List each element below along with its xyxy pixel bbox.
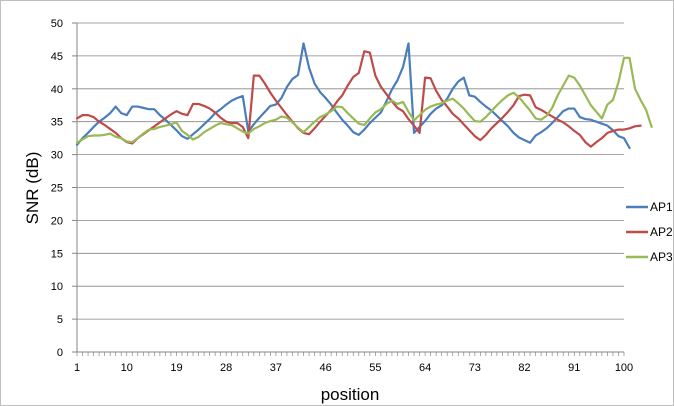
x-tick-label-100: 100 <box>615 362 633 374</box>
series-line-ap1 <box>75 42 631 150</box>
legend-label-ap2: AP2 <box>650 225 673 239</box>
gridlines <box>77 22 624 320</box>
y-tick-label-20: 20 <box>51 215 63 227</box>
y-tick-label-10: 10 <box>51 281 63 293</box>
x-tick-label-28: 28 <box>220 362 232 374</box>
x-tick-labels: 1 10 19 28 37 46 55 64 73 82 91 100 <box>74 362 633 374</box>
y-tick-label-30: 30 <box>51 150 63 162</box>
x-tick-label-91: 91 <box>568 362 580 374</box>
series-lines <box>75 42 653 150</box>
x-tick-label-19: 19 <box>170 362 182 374</box>
y-tick-label-45: 45 <box>51 51 63 63</box>
x-tick-label-64: 64 <box>419 362 431 374</box>
x-tick-label-1: 1 <box>74 362 80 374</box>
axes <box>72 22 625 356</box>
legend: AP1 AP2 AP3 <box>626 200 673 264</box>
y-tick-label-15: 15 <box>51 248 63 260</box>
series-line-ap3 <box>75 56 653 144</box>
series-line-ap2 <box>75 50 642 148</box>
y-axis-title: SNR (dB) <box>23 152 42 225</box>
x-axis-title: position <box>321 385 380 404</box>
x-tick-label-10: 10 <box>121 362 133 374</box>
y-tick-label-0: 0 <box>57 347 63 359</box>
x-tick-label-46: 46 <box>320 362 332 374</box>
y-tick-label-25: 25 <box>51 183 63 195</box>
x-tick-label-55: 55 <box>369 362 381 374</box>
legend-label-ap3: AP3 <box>650 250 673 264</box>
x-tick-label-73: 73 <box>469 362 481 374</box>
y-tick-label-50: 50 <box>51 18 63 30</box>
x-tick-label-37: 37 <box>270 362 282 374</box>
y-tick-label-5: 5 <box>57 314 63 326</box>
y-tick-label-40: 40 <box>51 84 63 96</box>
y-tick-label-35: 35 <box>51 117 63 129</box>
x-tick-label-82: 82 <box>518 362 530 374</box>
legend-label-ap1: AP1 <box>650 200 673 214</box>
y-tick-labels: 0 5 10 15 20 25 30 35 40 45 50 <box>51 18 63 359</box>
